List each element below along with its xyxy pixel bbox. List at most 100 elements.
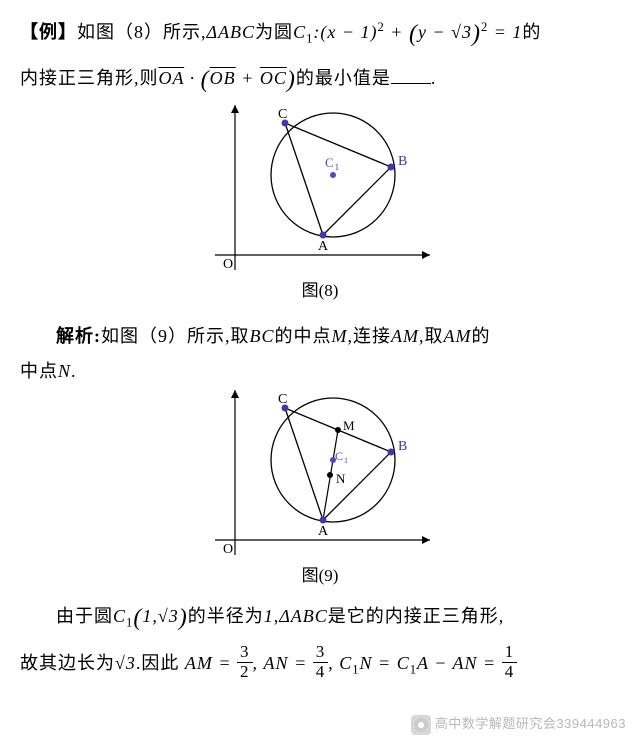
vec-oa: OA <box>159 68 185 88</box>
eq3: = <box>478 653 502 673</box>
label-c: C <box>278 107 288 122</box>
rparen: ) <box>287 67 296 93</box>
txt: 的中点 <box>275 326 332 346</box>
figure-9-svg: O A B C M N C1 <box>205 390 435 558</box>
answer-blank <box>391 66 431 84</box>
final-line2: 故其边长为√3.因此 AM = 32, AN = 34, C1N = C1A −… <box>20 642 620 685</box>
point-m <box>335 427 341 433</box>
eq-rhs: = 1 <box>488 22 522 42</box>
frac-3-4: 34 <box>313 643 329 681</box>
label-a: A <box>318 239 329 254</box>
point-b <box>388 448 395 455</box>
plus2: + <box>236 68 260 88</box>
eq: = <box>289 653 313 673</box>
y-axis-arrow <box>231 105 239 113</box>
frac-3-2: 32 <box>237 643 253 681</box>
txt: 的 <box>472 326 491 346</box>
am: AM <box>391 326 419 346</box>
txt: 如图（9）所示,取 <box>101 326 250 346</box>
watermark: 高中数学解题研究会339444963 <box>411 712 626 737</box>
txt: 的最小值是 <box>296 68 391 88</box>
sqrt3: √3 <box>115 653 136 673</box>
rp: ) <box>179 605 188 631</box>
triangle <box>285 408 391 520</box>
lparen: ( <box>201 67 210 93</box>
txt: ,取 <box>419 326 444 346</box>
minus: − <box>429 653 453 673</box>
point-c1 <box>330 172 336 178</box>
an2: AN <box>453 653 478 673</box>
am2: AM <box>444 326 472 346</box>
rp: ) <box>472 21 481 47</box>
coords: 1,√3 <box>142 606 178 626</box>
y-axis-arrow <box>231 390 239 398</box>
txt: 是它的内接正三角形, <box>328 606 505 626</box>
dot: · <box>184 68 201 88</box>
label-m: M <box>343 418 356 433</box>
c1n: C1N <box>339 653 372 673</box>
txt: 为圆 <box>255 22 293 42</box>
label-o: O <box>223 257 234 272</box>
tri: ΔABC <box>279 606 328 626</box>
solution-label: 解析: <box>56 326 101 346</box>
lp: ( <box>133 605 142 631</box>
example-label: 【例】 <box>20 22 77 42</box>
frac-1-4: 14 <box>502 643 518 681</box>
wechat-icon <box>411 715 431 735</box>
txt: 由于圆 <box>56 606 113 626</box>
n: N <box>58 361 71 381</box>
c1a: C1A <box>397 653 429 673</box>
plus: + <box>385 22 409 42</box>
label-n: N <box>336 471 346 486</box>
label-b: B <box>398 154 408 169</box>
solution-line2: 中点N. <box>20 354 620 388</box>
comma: , <box>253 653 259 673</box>
eq-part2: y − √3 <box>418 22 472 42</box>
triangle <box>285 123 391 235</box>
figure-9: O A B C M N C1 图(9) <box>20 390 620 592</box>
comma: , <box>328 653 334 673</box>
x-axis-arrow <box>422 251 430 259</box>
figure-8: O A B C C1 图(8) <box>20 105 620 307</box>
txt: .因此 <box>136 653 180 673</box>
vec-ob: OB <box>210 68 236 88</box>
txt: ,连接 <box>348 326 392 346</box>
triangle-abc: ΔABC <box>207 22 256 42</box>
figure-9-caption: 图(9) <box>20 560 620 592</box>
txt: 的半径为 <box>188 606 264 626</box>
point-b <box>388 164 395 171</box>
point-n <box>327 472 333 478</box>
label-o: O <box>223 542 234 557</box>
circle-c1: C1 <box>293 22 313 42</box>
txt: 如图（8）所示, <box>77 22 207 42</box>
vec-oc: OC <box>260 68 287 88</box>
txt: 中点 <box>20 361 58 381</box>
solution-paragraph: 解析:如图（9）所示,取BC的中点M,连接AM,取AM的 <box>20 319 620 353</box>
label-b: B <box>398 439 408 454</box>
watermark-text: 高中数学解题研究会339444963 <box>435 712 626 737</box>
lp: ( <box>409 21 418 47</box>
label-c: C <box>278 392 288 407</box>
point-a <box>320 516 327 523</box>
problem-paragraph: 【例】如图（8）所示,ΔABC为圆C1:(x − 1)2 + (y − √3)2… <box>20 12 620 58</box>
bc: BC <box>250 326 275 346</box>
label-c1: C1 <box>325 155 340 172</box>
eq-part1: (x − 1)2 <box>320 22 384 42</box>
period: . <box>71 361 77 381</box>
period: . <box>431 68 437 88</box>
label-c1: C1 <box>335 449 349 465</box>
one: 1 <box>264 606 274 626</box>
an: AN <box>264 653 289 673</box>
txt: 故其边长为 <box>20 653 115 673</box>
figure-8-caption: 图(8) <box>20 275 620 307</box>
problem-line2: 内接正三角形,则OA · (OB + OC)的最小值是. <box>20 58 620 104</box>
eq: = <box>213 653 237 673</box>
c1: C1 <box>113 606 133 626</box>
txt: 的 <box>522 22 541 42</box>
x-axis-arrow <box>422 536 430 544</box>
figure-8-svg: O A B C C1 <box>205 105 435 273</box>
txt: 内接正三角形,则 <box>20 68 159 88</box>
point-a <box>320 232 327 239</box>
eq2: = <box>373 653 397 673</box>
label-a: A <box>318 524 329 539</box>
